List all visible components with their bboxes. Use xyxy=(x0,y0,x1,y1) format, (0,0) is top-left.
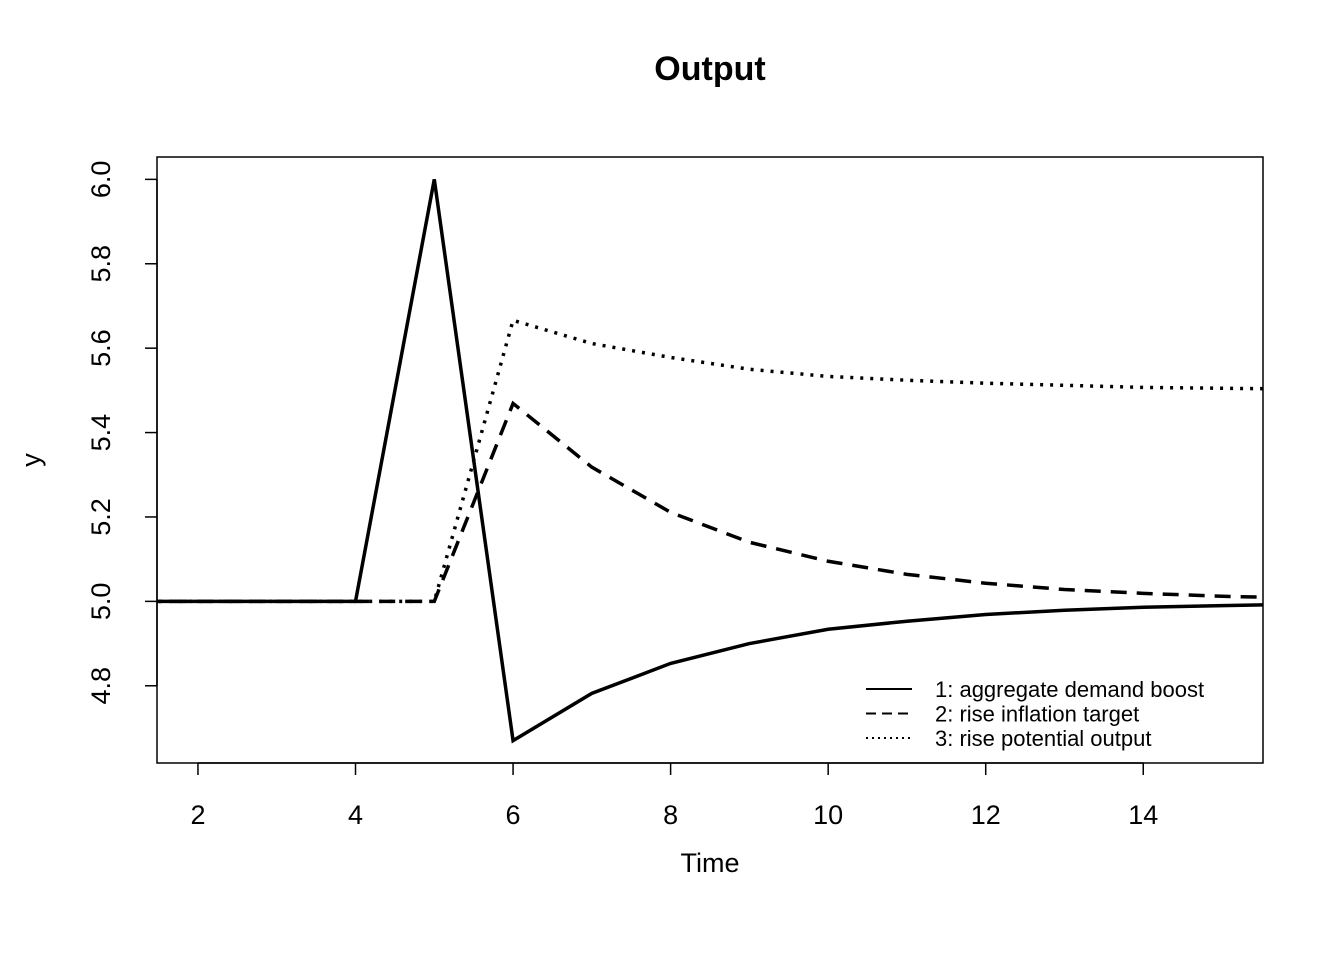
x-tick-label: 10 xyxy=(813,800,843,830)
y-tick-label: 5.2 xyxy=(86,498,116,536)
y-axis-label: y xyxy=(16,453,46,467)
x-axis-label: Time xyxy=(681,848,740,878)
x-tick-label: 12 xyxy=(971,800,1001,830)
x-tick-label: 14 xyxy=(1128,800,1158,830)
y-tick-label: 5.8 xyxy=(86,245,116,283)
series-line-3 xyxy=(157,318,1263,604)
x-axis: 2 4 6 8 10 12 14 xyxy=(190,762,1158,830)
plot-frame xyxy=(156,156,1264,764)
y-axis: 4.8 5.0 5.2 5.4 5.6 5.8 6.0 xyxy=(86,161,158,705)
series-lines xyxy=(157,179,1263,744)
y-tick-label: 5.4 xyxy=(86,414,116,452)
legend-label: 1: aggregate demand boost xyxy=(935,677,1204,702)
legend-label: 2: rise inflation target xyxy=(935,702,1139,727)
y-tick-label: 5.0 xyxy=(86,583,116,621)
series-line-1 xyxy=(157,179,1263,744)
x-tick-label: 4 xyxy=(348,800,363,830)
chart-title: Output xyxy=(654,50,765,88)
x-tick-label: 8 xyxy=(663,800,678,830)
y-tick-label: 6.0 xyxy=(86,161,116,199)
series-line-2 xyxy=(157,400,1263,604)
y-tick-label: 5.6 xyxy=(86,329,116,367)
x-tick-label: 2 xyxy=(190,800,205,830)
x-tick-label: 6 xyxy=(506,800,521,830)
y-tick-label: 4.8 xyxy=(86,667,116,705)
legend-label: 3: rise potential output xyxy=(935,726,1151,751)
